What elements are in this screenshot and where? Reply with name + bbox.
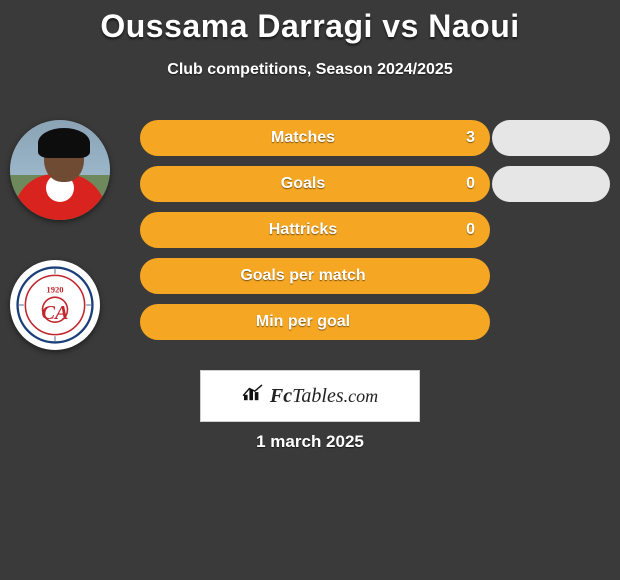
player1-club-badge: 1920 CA (10, 260, 100, 350)
branding-box[interactable]: Fc Tables .com (200, 370, 420, 422)
stat-label: Matches (159, 129, 447, 147)
stat-row: Hattricks0 (140, 212, 490, 248)
page-subtitle: Club competitions, Season 2024/2025 (0, 61, 620, 79)
stat-row: Goals0 (140, 166, 490, 202)
avatar-hair (38, 128, 90, 158)
bar-chart-icon (242, 384, 264, 402)
stat-value-player1: 0 (447, 175, 475, 193)
stat-row: Matches3 (140, 120, 490, 156)
comparison-card: Oussama Darragi vs Naoui Club competitio… (0, 0, 620, 580)
stats-list: Matches3Goals0Hattricks0Goals per matchM… (140, 120, 490, 350)
stat-label: Goals (159, 175, 447, 193)
stat-value-player2-pill (492, 120, 610, 156)
club-africain-badge-icon: 1920 CA (16, 266, 94, 344)
brand-rest: Tables (292, 385, 344, 408)
stat-value-player2-pill (492, 166, 610, 202)
stat-row: Min per goal (140, 304, 490, 340)
stat-value-player1: 0 (447, 221, 475, 239)
svg-text:1920: 1920 (46, 285, 63, 295)
player1-avatar (10, 120, 110, 220)
stat-label: Hattricks (159, 221, 447, 239)
brand-wrap: Fc Tables .com (242, 384, 378, 408)
stat-row: Goals per match (140, 258, 490, 294)
stat-label: Min per goal (159, 313, 447, 331)
player1-column: 1920 CA (10, 120, 120, 350)
svg-text:CA: CA (41, 302, 68, 324)
stat-label: Goals per match (159, 267, 447, 285)
page-title: Oussama Darragi vs Naoui (0, 0, 620, 45)
brand-strong: Fc (270, 385, 292, 408)
snapshot-date: 1 march 2025 (0, 432, 620, 452)
player2-pills (492, 120, 610, 350)
brand-tld: .com (344, 386, 379, 407)
stat-value-player1: 3 (447, 129, 475, 147)
